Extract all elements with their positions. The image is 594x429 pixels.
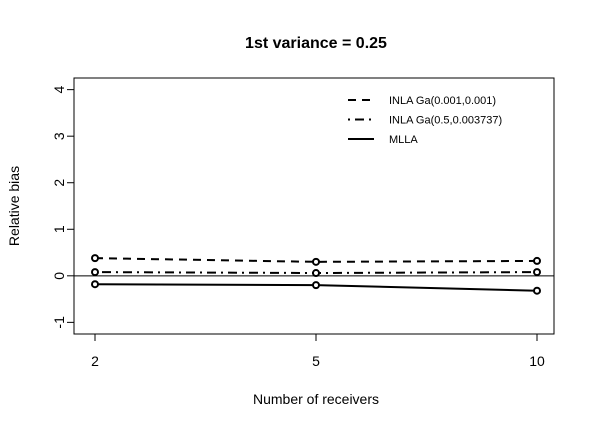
y-tick-label: 3	[51, 132, 67, 140]
legend: INLA Ga(0.001,0.001) INLA Ga(0.5,0.003737…	[348, 95, 502, 146]
series-3-point	[533, 286, 541, 295]
y-tick-label: 1	[51, 225, 67, 233]
series-3-point	[312, 281, 320, 290]
series-2-point	[91, 268, 99, 277]
series-group	[91, 254, 541, 295]
x-tick-label: 10	[529, 353, 545, 369]
legend-label-2: INLA Ga(0.5,0.003737)	[389, 115, 502, 127]
series-2-point	[533, 268, 541, 277]
y-axis: -1 0 1 2 3 4	[51, 86, 74, 329]
y-tick-label: 0	[51, 272, 67, 280]
chart-title: 1st variance = 0.25	[245, 35, 387, 52]
y-axis-label: Relative bias	[6, 166, 22, 246]
legend-label-3: MLLA	[389, 134, 418, 146]
y-tick-label: 2	[51, 179, 67, 187]
series-3-point	[91, 280, 99, 289]
legend-label-1: INLA Ga(0.001,0.001)	[389, 95, 496, 107]
x-tick-label: 5	[312, 353, 320, 369]
series-2-point	[312, 269, 320, 278]
x-axis-label: Number of receivers	[253, 391, 379, 407]
y-tick-label: -1	[51, 316, 67, 329]
series-1-point	[312, 257, 320, 266]
series-1-point	[91, 254, 99, 263]
series-line-1	[94, 257, 538, 263]
x-axis: 2 5 10	[91, 334, 545, 369]
x-tick-label: 2	[91, 353, 99, 369]
y-tick-label: 4	[51, 86, 67, 94]
plot-frame	[73, 77, 555, 335]
series-1-point	[533, 256, 541, 265]
